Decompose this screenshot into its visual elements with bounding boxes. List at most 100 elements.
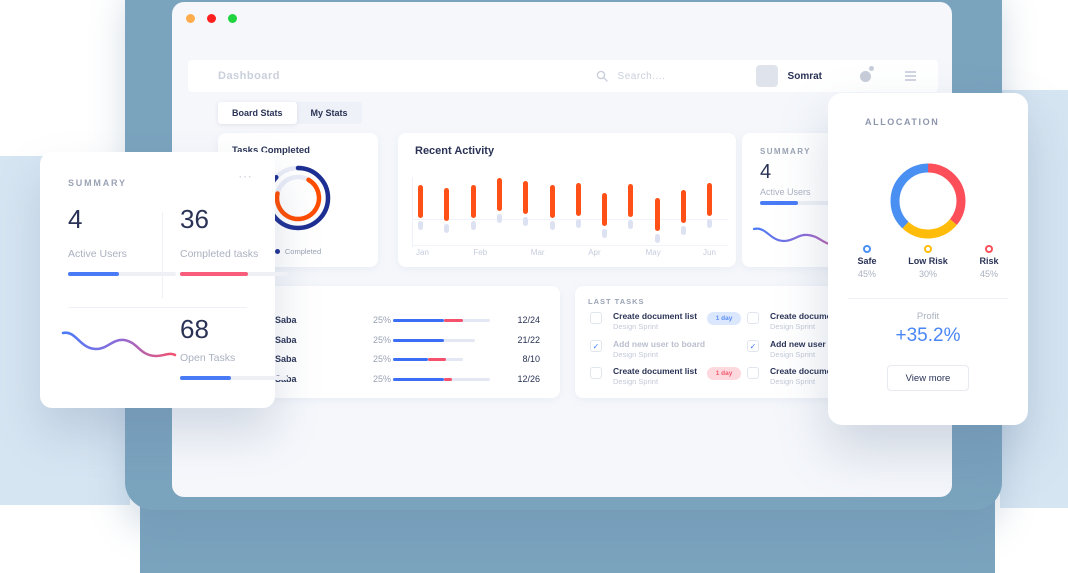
task-title: Create document list	[770, 366, 855, 376]
row-progress	[393, 377, 490, 381]
legend-item: Safe 45%	[838, 245, 896, 279]
active-users-value: 4	[68, 204, 83, 234]
activity-bar-stub	[496, 214, 502, 223]
activity-bar-stub	[549, 221, 555, 230]
tab-board-stats[interactable]: Board Stats	[218, 102, 297, 124]
table-row[interactable]: Saba 25% 21/22	[218, 331, 560, 351]
row-percent: 25%	[372, 354, 391, 364]
legend-value: 45%	[857, 269, 876, 279]
tab-my-stats[interactable]: My Stats	[310, 108, 348, 118]
task-title: Add new user to board	[770, 338, 863, 349]
task-item[interactable]: ✓ Add new user to board Design Sprint	[747, 339, 927, 367]
table-row[interactable]: Saba 25% 8/10	[218, 350, 560, 370]
legend-label: Risk	[979, 256, 999, 266]
task-title: Create document list	[613, 311, 698, 321]
x-axis-label: Feb	[473, 248, 488, 257]
row-date: 8/10	[522, 354, 540, 364]
window-control-dot[interactable]	[186, 14, 195, 23]
active-users-caption: Active Users	[760, 187, 811, 197]
row-progress	[393, 319, 490, 322]
task-item[interactable]: Create document list Design Sprint	[747, 366, 927, 394]
activity-bar-stub	[418, 221, 423, 230]
activity-bar-stub	[707, 219, 713, 228]
chart-axis-line	[412, 177, 413, 247]
task-checkbox[interactable]: ✓	[590, 339, 602, 352]
menu-icon[interactable]	[905, 71, 916, 81]
open-tasks-value: 68	[180, 314, 209, 344]
row-progress	[393, 358, 463, 361]
divider	[162, 212, 163, 298]
activity-bar	[707, 183, 713, 216]
activity-bar-stub	[575, 219, 581, 228]
activity-bar	[681, 190, 686, 223]
more-options-icon[interactable]: ⋯	[238, 168, 253, 184]
completed-tasks-caption: Completed tasks	[180, 248, 259, 260]
chart-gridline	[412, 219, 728, 220]
row-date: 21/22	[517, 334, 540, 345]
task-item[interactable]: Create document list Design Sprint 1 day	[590, 311, 745, 339]
search-icon	[596, 70, 608, 82]
row-progress	[393, 338, 475, 342]
activity-bar	[523, 181, 529, 214]
row-percent: 25%	[372, 373, 391, 384]
chart-gridline	[412, 245, 728, 246]
legend-dot-icon	[274, 249, 280, 254]
legend-item: Low Risk 30%	[899, 245, 957, 279]
x-axis-label: Mar	[530, 248, 545, 257]
task-item[interactable]: Create document list Design Sprint 1 day	[590, 366, 745, 394]
allocation-donut-chart	[890, 163, 966, 239]
task-subtitle: Design Sprint	[613, 349, 659, 359]
last-tasks-title: LAST TASKS	[588, 297, 645, 306]
task-subtitle: Design Sprint	[770, 377, 816, 386]
user-avatar[interactable]	[755, 65, 778, 87]
row-percent: 25%	[372, 334, 391, 345]
divider	[68, 307, 247, 308]
task-title: Create document list	[613, 366, 698, 376]
page-title: Dashboard	[218, 70, 280, 82]
x-axis-label: Jun	[703, 248, 716, 257]
user-name[interactable]: Somrat	[787, 70, 822, 82]
task-checkbox[interactable]	[747, 367, 759, 379]
search-bar[interactable]	[596, 70, 708, 82]
notification-icon[interactable]	[860, 65, 874, 82]
stats-tabs: Board Stats My Stats	[218, 102, 362, 124]
top-navbar: Dashboard Somrat	[188, 60, 938, 92]
legend-value: 30%	[918, 269, 937, 279]
legend-ring-icon	[924, 245, 932, 253]
task-title: Create document list	[770, 311, 855, 321]
task-checkbox[interactable]	[747, 312, 759, 324]
active-users-caption: Active Users	[68, 248, 127, 260]
window-control-dot[interactable]	[228, 14, 237, 23]
open-tasks-progress	[180, 376, 288, 380]
task-checkbox[interactable]	[590, 367, 602, 379]
inner-arc	[274, 174, 322, 222]
search-input[interactable]	[617, 70, 708, 82]
allocation-title: ALLOCATION	[865, 117, 940, 127]
window-controls	[186, 14, 237, 23]
row-name: Saba	[275, 354, 297, 364]
task-subtitle: Design Sprint	[770, 349, 816, 359]
view-more-button[interactable]: View more	[887, 365, 969, 391]
activity-bar-stub	[681, 226, 686, 235]
row-date: 12/24	[517, 315, 540, 325]
window-control-dot[interactable]	[207, 14, 216, 23]
task-item[interactable]: ✓ Add new user to board Design Sprint	[590, 339, 745, 367]
summary-card-label: SUMMARY	[68, 178, 127, 188]
table-row[interactable]: Saba 25% 12/24	[218, 311, 560, 331]
activity-bar-stub	[444, 224, 450, 233]
active-users-progress	[760, 201, 850, 205]
summary-mini-label: SUMMARY	[760, 147, 811, 156]
legend-ring-icon	[863, 245, 871, 253]
last-tasks-column-1: Create document list Design Sprint 1 day ✓ A…	[590, 311, 745, 394]
activity-bar	[496, 178, 502, 211]
task-checkbox[interactable]: ✓	[747, 339, 759, 352]
activity-bar-stub	[523, 217, 529, 226]
task-checkbox[interactable]	[590, 312, 602, 324]
due-badge: 1 day	[707, 312, 741, 325]
tasks-completed-title: Tasks Completed	[232, 145, 310, 156]
allocation-legend: Safe 45% Low Risk 30% Risk 45%	[838, 245, 1018, 279]
activity-bar-stub	[470, 221, 476, 230]
task-title: Add new user to board	[613, 338, 706, 349]
activity-bar	[418, 185, 423, 218]
task-item[interactable]: Create document list Design Sprint	[747, 311, 927, 339]
